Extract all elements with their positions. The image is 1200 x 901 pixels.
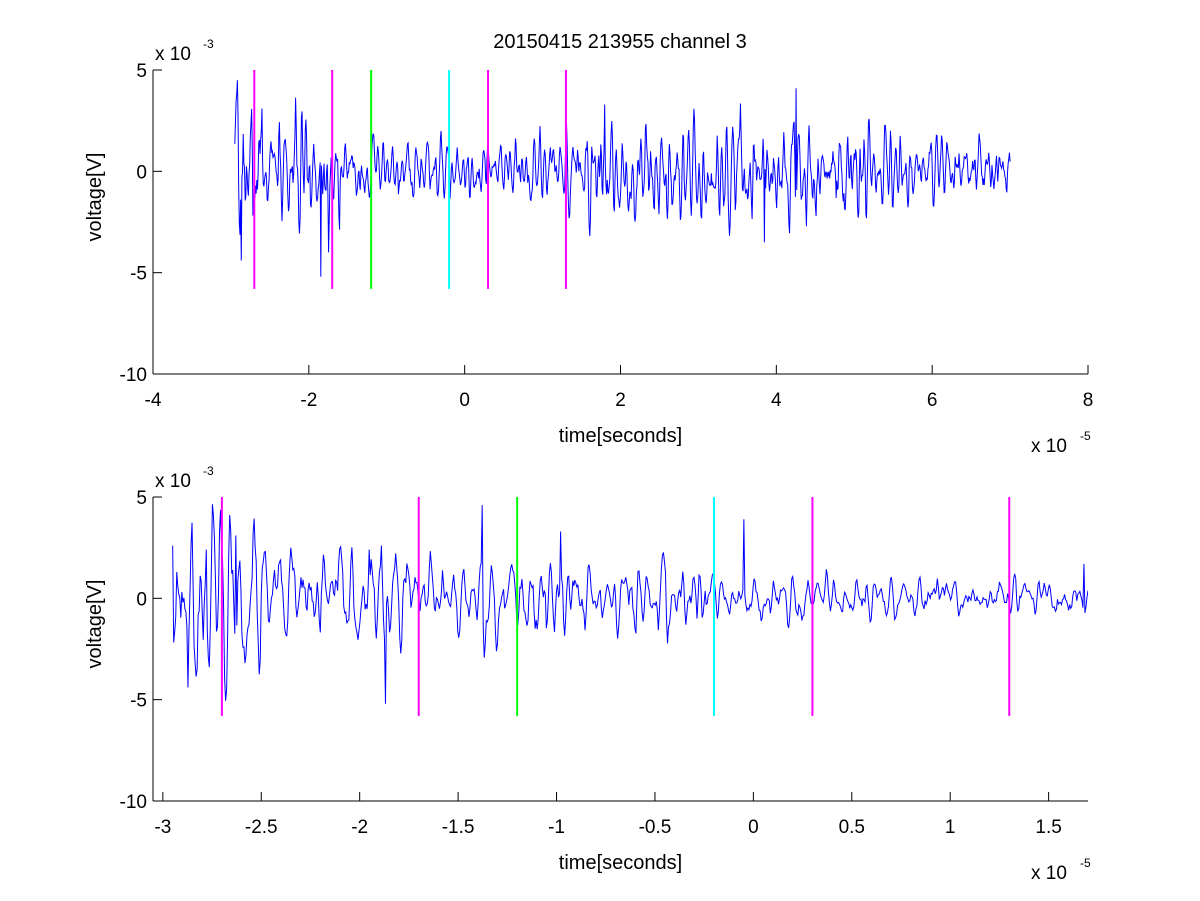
y-tick-label: 0 [136, 162, 147, 183]
y-tick-label: -5 [130, 691, 147, 712]
y-tick-label: 5 [136, 61, 147, 82]
bottom-plot: -3 -2.5 -2 -1.5 -1 -0.5 0 0.5 1 1.5 -10 -5 0 5 x 10 -3 x… [84, 464, 1091, 884]
x-tick-label: -1.5 [442, 817, 475, 838]
y-axis-label: voltage[V] [84, 153, 106, 242]
top-plot: -4 -2 0 2 4 6 8 -10 -5 0 5 x 10 -3 x 10 -5 time[seconds… [84, 37, 1093, 457]
x-tick-label: 8 [1083, 390, 1094, 411]
x-multiplier-exponent: -5 [1080, 856, 1091, 870]
x-tick-label: 1 [945, 817, 956, 838]
x-tick-label: 0.5 [839, 817, 865, 838]
y-tick-label: -10 [120, 792, 147, 813]
x-tick-label: 4 [771, 390, 782, 411]
x-tick-label: -1 [548, 817, 565, 838]
y-axis-label: voltage[V] [84, 580, 106, 669]
x-tick-label: -2 [300, 390, 317, 411]
x-multiplier-exponent: -5 [1080, 429, 1091, 443]
x-tick-label: 2 [615, 390, 626, 411]
x-tick-label: 6 [927, 390, 938, 411]
x-tick-label: 0 [459, 390, 470, 411]
x-tick-label: 1.5 [1035, 817, 1061, 838]
x-tick-label: -2.5 [245, 817, 278, 838]
y-tick-label: -5 [130, 264, 147, 285]
y-multiplier-exponent: -3 [203, 37, 214, 51]
x-multiplier-label: x 10 [1031, 436, 1067, 457]
y-tick-label: 0 [136, 589, 147, 610]
y-tick-label: -10 [120, 365, 147, 386]
x-axis-label: time[seconds] [559, 425, 682, 447]
y-multiplier-label: x 10 [155, 471, 191, 492]
x-tick-label: -2 [351, 817, 368, 838]
y-multiplier-exponent: -3 [203, 464, 214, 478]
figure-title: 20150415 213955 channel 3 [493, 31, 747, 53]
x-tick-label: -3 [154, 817, 171, 838]
x-tick-label: -0.5 [639, 817, 672, 838]
x-tick-label: -4 [145, 390, 162, 411]
x-axis-label: time[seconds] [559, 852, 682, 874]
y-tick-label: 5 [136, 488, 147, 509]
signal-line [172, 504, 1088, 704]
x-multiplier-label: x 10 [1031, 863, 1067, 884]
signal-line [234, 80, 1011, 277]
x-tick-label: 0 [748, 817, 759, 838]
y-multiplier-label: x 10 [155, 44, 191, 65]
